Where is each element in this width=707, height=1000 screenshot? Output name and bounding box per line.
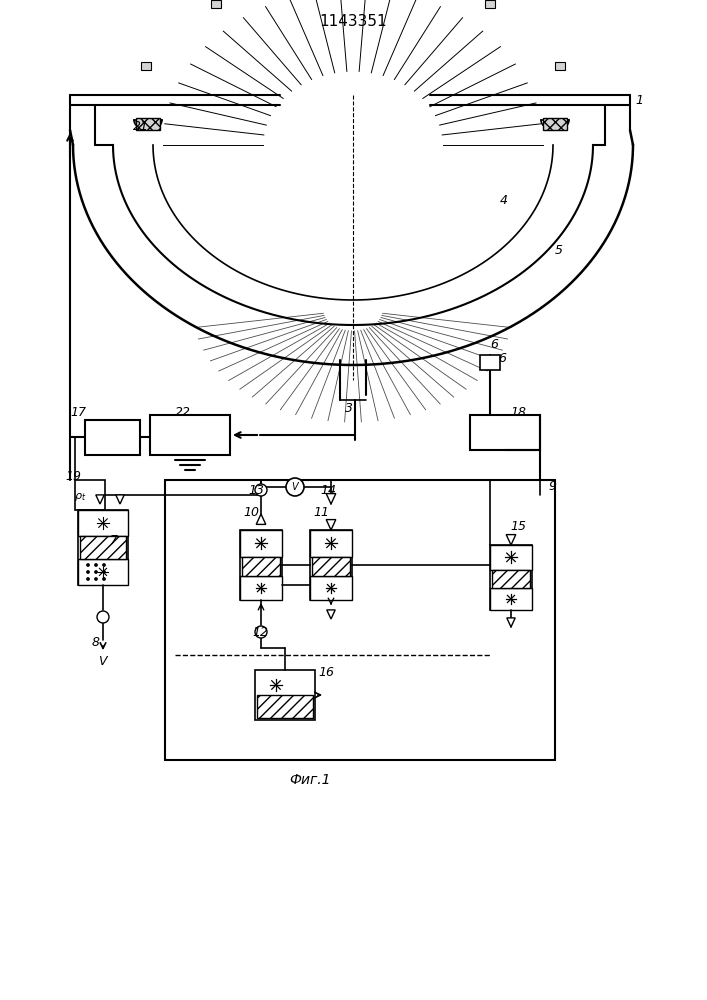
Text: 10: 10 bbox=[243, 506, 259, 518]
Text: 6: 6 bbox=[498, 352, 506, 364]
Circle shape bbox=[255, 484, 267, 496]
Text: 8: 8 bbox=[92, 637, 100, 650]
Polygon shape bbox=[327, 610, 335, 619]
Text: V: V bbox=[98, 655, 107, 668]
Text: 16: 16 bbox=[318, 666, 334, 678]
Bar bbox=[556, 62, 566, 70]
Bar bbox=[242, 557, 280, 576]
Circle shape bbox=[255, 626, 267, 638]
Circle shape bbox=[95, 570, 98, 574]
Bar bbox=[240, 530, 282, 600]
Bar bbox=[543, 118, 567, 130]
Bar bbox=[255, 670, 315, 720]
Bar bbox=[490, 588, 532, 610]
Text: 15: 15 bbox=[510, 520, 526, 534]
Circle shape bbox=[86, 578, 90, 580]
Polygon shape bbox=[326, 494, 336, 504]
Circle shape bbox=[103, 564, 105, 566]
Text: 11: 11 bbox=[313, 506, 329, 518]
Text: 12: 12 bbox=[252, 626, 268, 639]
Bar bbox=[485, 0, 495, 8]
Circle shape bbox=[86, 570, 90, 574]
Bar bbox=[240, 530, 282, 557]
Bar bbox=[240, 576, 282, 600]
Polygon shape bbox=[116, 495, 124, 504]
Bar bbox=[257, 695, 313, 718]
Bar bbox=[165, 480, 555, 760]
Text: 18: 18 bbox=[510, 406, 526, 418]
Circle shape bbox=[95, 564, 98, 566]
Bar bbox=[80, 536, 126, 559]
Bar bbox=[310, 530, 352, 557]
Circle shape bbox=[95, 578, 98, 580]
Bar bbox=[310, 576, 352, 600]
Circle shape bbox=[103, 570, 105, 574]
Text: 17: 17 bbox=[70, 406, 86, 418]
Circle shape bbox=[86, 564, 90, 566]
Text: 1: 1 bbox=[635, 94, 643, 106]
Bar bbox=[136, 118, 160, 130]
Circle shape bbox=[286, 478, 304, 496]
Bar bbox=[312, 557, 350, 576]
Bar bbox=[75, 480, 105, 510]
Bar bbox=[85, 420, 140, 455]
Polygon shape bbox=[96, 495, 104, 504]
Polygon shape bbox=[506, 535, 516, 545]
Text: 14: 14 bbox=[320, 484, 336, 496]
Bar bbox=[490, 545, 532, 610]
Bar bbox=[492, 570, 530, 588]
Text: 22: 22 bbox=[175, 406, 191, 418]
Circle shape bbox=[97, 611, 109, 623]
Text: 6: 6 bbox=[490, 338, 498, 352]
Bar bbox=[310, 530, 352, 600]
Polygon shape bbox=[507, 618, 515, 627]
Bar bbox=[211, 0, 221, 8]
Text: $\rho_t$: $\rho_t$ bbox=[74, 491, 86, 503]
Text: 13: 13 bbox=[248, 484, 264, 496]
Text: 3: 3 bbox=[345, 401, 353, 414]
Bar bbox=[141, 62, 151, 70]
Text: 21: 21 bbox=[133, 120, 149, 133]
Polygon shape bbox=[256, 514, 266, 524]
Bar bbox=[78, 559, 128, 585]
Text: Фиг.1: Фиг.1 bbox=[289, 773, 331, 787]
Text: 4: 4 bbox=[500, 194, 508, 207]
Text: 19: 19 bbox=[65, 471, 81, 484]
Text: 1143351: 1143351 bbox=[319, 14, 387, 29]
Text: V: V bbox=[292, 482, 298, 492]
Bar bbox=[78, 510, 128, 536]
Bar bbox=[150, 415, 230, 455]
Text: 5: 5 bbox=[555, 243, 563, 256]
Bar bbox=[480, 355, 500, 370]
Text: 7: 7 bbox=[110, 534, 118, 546]
Text: 9: 9 bbox=[548, 481, 556, 493]
Bar bbox=[490, 545, 532, 570]
Bar bbox=[78, 510, 128, 585]
Polygon shape bbox=[326, 520, 336, 530]
Circle shape bbox=[103, 578, 105, 580]
Bar bbox=[470, 415, 540, 450]
